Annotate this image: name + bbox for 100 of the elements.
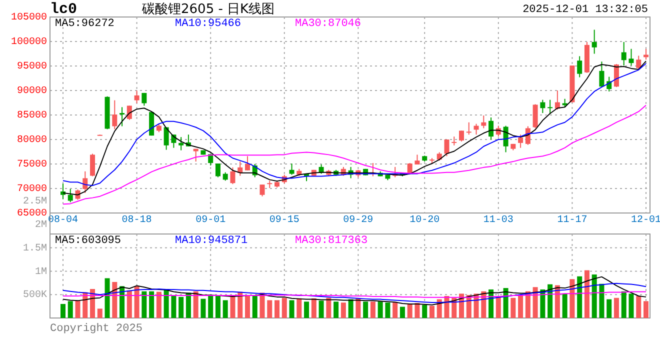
bar [606, 299, 612, 318]
bar [584, 270, 590, 318]
bar [193, 291, 198, 318]
candlestick [260, 184, 265, 197]
y-tick-label: 1M [34, 266, 47, 278]
candlestick [621, 41, 626, 66]
bar [282, 298, 287, 318]
bar [75, 300, 80, 318]
candlestick [474, 123, 479, 136]
y-tick-label: 2M [34, 220, 47, 232]
bar [318, 300, 324, 318]
bar [636, 296, 642, 318]
y-tick-label: 70000 [16, 184, 47, 196]
text: MA30:817363 [295, 235, 368, 247]
y-tick-label: 90000 [16, 86, 47, 98]
candlestick [126, 105, 132, 120]
bar [340, 302, 346, 318]
bar [97, 308, 102, 318]
candlestick [68, 188, 73, 203]
x-tick-label: 11-17 [557, 215, 588, 226]
text: 2025-12-01 13:32:05 [522, 4, 648, 16]
bar [289, 300, 294, 318]
bar [311, 298, 316, 318]
bar [149, 291, 154, 318]
candlestick [142, 92, 147, 106]
candlestick [215, 163, 220, 178]
x-tick-label: 09-29 [343, 215, 374, 226]
x-tick-label: 08-04 [48, 215, 78, 226]
bar [267, 300, 272, 318]
bar [503, 288, 508, 318]
bar [200, 298, 206, 318]
bar [304, 302, 310, 318]
bar [356, 298, 361, 318]
y-tick-label: 2.5M [22, 196, 47, 208]
candlestick [459, 130, 464, 142]
bar [644, 301, 648, 318]
bar [296, 298, 302, 318]
bar [326, 298, 332, 318]
bar [510, 298, 516, 318]
bar [570, 279, 575, 318]
line-series [62, 276, 646, 306]
candlestick [548, 99, 553, 115]
candlestick [134, 90, 140, 104]
bar [186, 292, 191, 318]
bar [238, 292, 243, 318]
bar [496, 296, 501, 318]
bar [208, 295, 214, 318]
bar [363, 302, 368, 318]
candlestick [230, 166, 236, 185]
candlestick [466, 122, 472, 136]
bar [407, 303, 412, 318]
bar [614, 298, 619, 318]
candlestick [577, 56, 582, 78]
bar [178, 296, 184, 318]
bar [334, 302, 339, 318]
bar [370, 302, 376, 318]
bar [252, 296, 258, 318]
text: Copyright 2025 [50, 323, 142, 335]
bar [532, 287, 538, 318]
bar [628, 294, 634, 318]
candlestick [193, 148, 198, 162]
bar [592, 274, 597, 318]
candlestick [614, 64, 619, 88]
x-tick-label: 09-15 [269, 215, 300, 226]
candlestick [628, 48, 634, 66]
y-tick-label: 80000 [16, 135, 47, 146]
bar [60, 304, 66, 318]
x-tick-label: 09-01 [196, 215, 226, 226]
candlestick [171, 134, 176, 148]
bar [120, 286, 125, 318]
candlestick [444, 139, 450, 157]
candlestick [452, 136, 457, 146]
candlestick [481, 114, 486, 129]
candlestick [112, 100, 118, 130]
candlestick [540, 99, 546, 114]
bar [577, 276, 582, 318]
bar [518, 295, 524, 318]
text: MA10:95466 [175, 18, 242, 30]
text: MA10:945871 [175, 235, 248, 247]
candlestick [592, 29, 597, 54]
bar [230, 295, 236, 318]
bar [422, 304, 428, 318]
bar [548, 284, 553, 318]
bar [414, 303, 420, 318]
bar [142, 291, 147, 318]
y-tick-label: 1.5M [22, 243, 47, 254]
x-tick-label: 10-20 [410, 215, 440, 226]
bar [621, 291, 626, 318]
candlestick [178, 136, 184, 151]
candlestick [267, 180, 272, 189]
bar [68, 301, 73, 318]
x-tick-label: 08-18 [122, 215, 152, 226]
y-tick-label: 100000 [10, 37, 47, 48]
bar [392, 302, 398, 318]
candlestick [120, 106, 125, 127]
y-tick-label: 105000 [10, 12, 47, 24]
candlestick [518, 134, 524, 148]
bar [134, 286, 140, 318]
bar [156, 292, 162, 318]
candlestick [90, 153, 96, 177]
